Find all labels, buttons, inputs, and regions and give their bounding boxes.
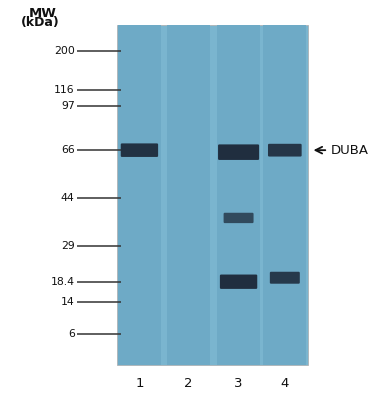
Text: (kDa): (kDa) xyxy=(21,16,60,29)
Text: 2: 2 xyxy=(184,377,193,390)
Text: 6: 6 xyxy=(68,328,75,338)
Text: 116: 116 xyxy=(54,85,75,95)
Text: 4: 4 xyxy=(280,377,289,390)
FancyBboxPatch shape xyxy=(268,144,302,156)
Text: 97: 97 xyxy=(61,101,75,111)
Text: 18.4: 18.4 xyxy=(51,277,75,287)
FancyBboxPatch shape xyxy=(121,143,158,157)
Bar xyxy=(167,25,210,366)
Text: 14: 14 xyxy=(61,297,75,307)
Bar xyxy=(118,25,161,366)
Bar xyxy=(217,25,260,366)
Text: 66: 66 xyxy=(61,145,75,155)
Text: 3: 3 xyxy=(234,377,243,390)
Text: DUBA: DUBA xyxy=(331,144,369,157)
Bar xyxy=(263,25,306,366)
Bar xyxy=(117,25,308,366)
Text: 29: 29 xyxy=(61,241,75,251)
FancyBboxPatch shape xyxy=(224,213,254,223)
Text: MW: MW xyxy=(28,7,56,20)
FancyBboxPatch shape xyxy=(220,274,257,289)
FancyBboxPatch shape xyxy=(218,144,259,160)
Text: 200: 200 xyxy=(54,46,75,56)
FancyBboxPatch shape xyxy=(270,272,300,284)
Text: 44: 44 xyxy=(61,193,75,203)
Text: 1: 1 xyxy=(135,377,144,390)
